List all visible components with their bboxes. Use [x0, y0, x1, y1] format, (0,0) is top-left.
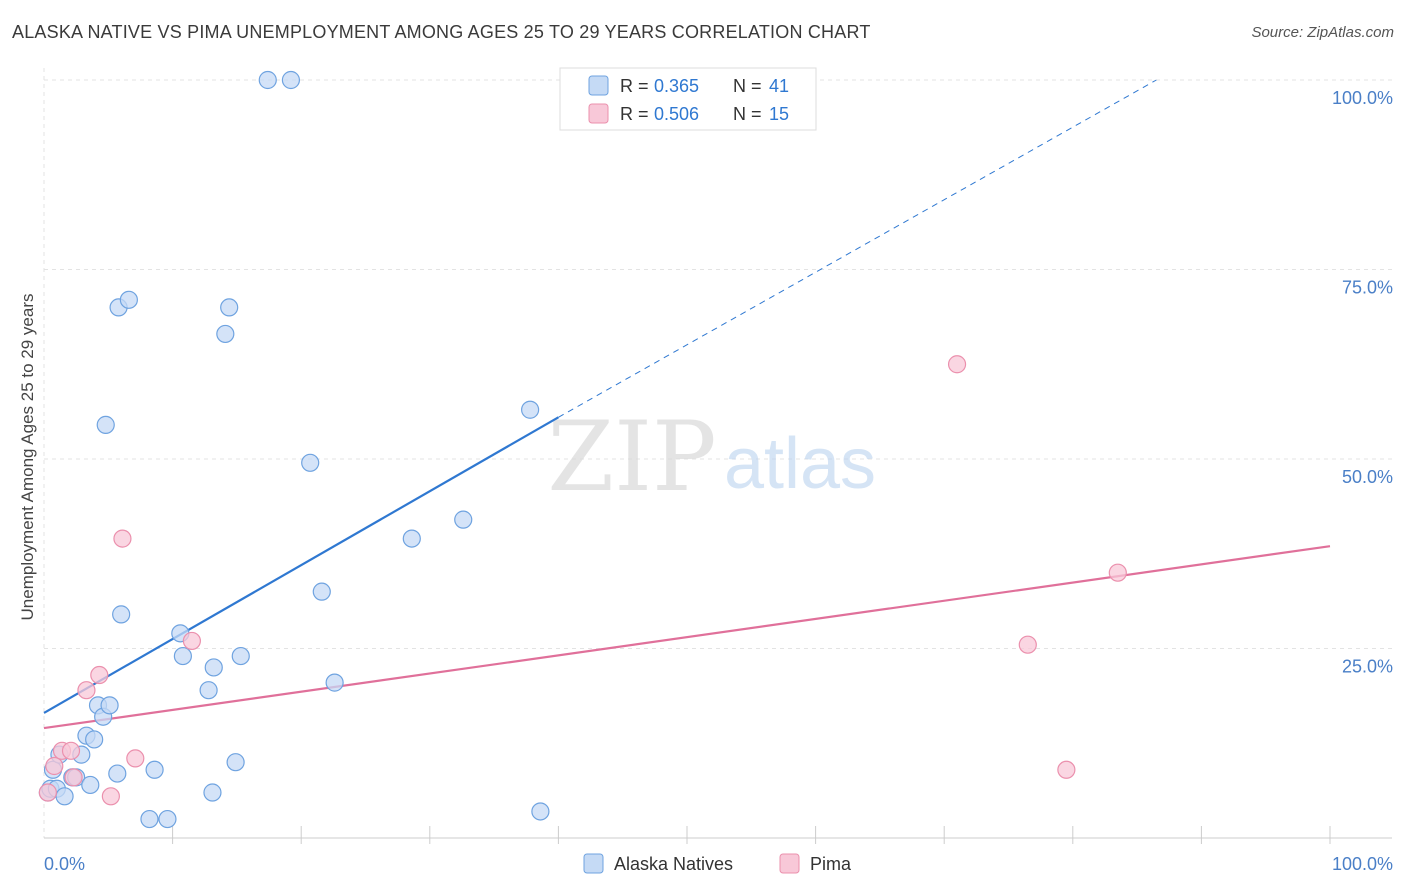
legend-n-label-0: N = [733, 76, 762, 96]
point-alaska-34 [301, 453, 320, 472]
trend-line-extension-0 [558, 79, 1157, 418]
point-pima-8 [113, 529, 132, 548]
y-axis-label: Unemployment Among Ages 25 to 29 years [18, 294, 37, 621]
chart-source: Source: ZipAtlas.com [1251, 24, 1394, 41]
chart-title: ALASKA NATIVE VS PIMA UNEMPLOYMENT AMONG… [12, 22, 871, 42]
legend-bottom-label-pima: Pima [810, 854, 852, 874]
point-alaska-30 [226, 753, 245, 772]
x-tick-label-max: 100.0% [1332, 854, 1393, 874]
x-axis-tick-labels: 0.0% 100.0% [44, 854, 1393, 874]
x-axis-ticks [172, 826, 1331, 844]
point-pima-12 [1018, 635, 1037, 654]
legend-bottom-swatch-pima [779, 853, 800, 874]
legend-swatch-pima [588, 103, 609, 124]
legend-r-value-1: 0.506 [654, 104, 699, 124]
y-axis-tick-labels: 25.0% 50.0% 75.0% 100.0% [1332, 88, 1393, 677]
legend-r-label-0: R = [620, 76, 649, 96]
point-pima-3 [61, 741, 81, 760]
point-alaska-31 [231, 646, 250, 666]
point-pima-4 [64, 768, 83, 787]
point-alaska-40 [531, 802, 550, 821]
point-alaska-37 [402, 529, 421, 548]
watermark-zip: ZIP [547, 401, 716, 513]
point-alaska-33 [281, 70, 301, 90]
point-pima-0 [38, 783, 57, 802]
point-pima-5 [77, 681, 96, 700]
watermark: ZIP atlas [547, 401, 876, 513]
legend-stats: R = 0.365 N = 41 R = 0.506 N = 15 [559, 67, 817, 131]
point-alaska-29 [220, 298, 239, 317]
point-alaska-16 [112, 605, 131, 624]
legend-n-label-1: N = [733, 104, 762, 124]
point-alaska-38 [454, 510, 473, 529]
point-alaska-19 [119, 290, 138, 309]
watermark-atlas: atlas [724, 424, 876, 504]
legend-bottom-swatch-alaska [583, 853, 604, 874]
point-alaska-14 [100, 696, 119, 715]
legend-r-label-1: R = [620, 104, 649, 124]
y-tick-label-3: 100.0% [1332, 88, 1393, 108]
y-tick-label-0: 25.0% [1342, 657, 1393, 677]
point-alaska-22 [158, 809, 177, 829]
point-alaska-10 [81, 775, 100, 795]
trend-line-1 [43, 545, 1331, 730]
y-tick-label-2: 75.0% [1342, 278, 1393, 298]
x-tick-label-min: 0.0% [44, 854, 85, 874]
point-alaska-36 [325, 673, 344, 692]
legend-r-value-0: 0.365 [654, 76, 699, 96]
point-alaska-15 [108, 764, 127, 783]
legend-n-value-1: 15 [769, 104, 789, 124]
legend-bottom-label-alaska: Alaska Natives [614, 854, 733, 874]
trend-line-0 [43, 416, 559, 714]
point-pima-13 [1057, 760, 1076, 779]
point-alaska-11 [85, 730, 104, 749]
point-pima-6 [90, 665, 109, 685]
point-alaska-25 [199, 681, 218, 700]
scatter-points [38, 70, 1127, 829]
point-alaska-24 [173, 646, 192, 666]
point-alaska-28 [216, 324, 235, 344]
point-pima-9 [126, 749, 145, 768]
point-alaska-32 [258, 70, 277, 90]
point-alaska-5 [55, 787, 74, 806]
point-pima-14 [1108, 563, 1127, 582]
point-alaska-39 [521, 400, 540, 419]
legend-swatch-alaska [588, 75, 609, 96]
point-alaska-35 [312, 582, 331, 601]
grid-lines [43, 68, 1392, 839]
point-alaska-21 [140, 809, 159, 829]
point-alaska-26 [203, 783, 222, 802]
point-pima-10 [182, 631, 201, 651]
legend-n-value-0: 41 [769, 76, 789, 96]
point-alaska-20 [145, 760, 164, 779]
point-alaska-17 [96, 415, 115, 434]
legend-series: Alaska Natives Pima [583, 853, 852, 874]
y-tick-label-1: 50.0% [1342, 467, 1393, 487]
point-alaska-27 [204, 658, 223, 677]
point-pima-7 [101, 787, 120, 806]
point-pima-1 [45, 756, 64, 776]
point-pima-11 [947, 355, 967, 374]
